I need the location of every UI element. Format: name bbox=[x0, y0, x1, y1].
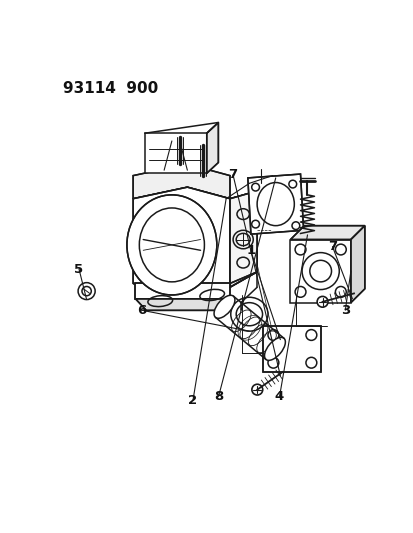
Text: 7: 7 bbox=[327, 240, 336, 253]
Text: 4: 4 bbox=[274, 390, 283, 403]
Ellipse shape bbox=[251, 384, 262, 395]
Polygon shape bbox=[247, 174, 303, 234]
Polygon shape bbox=[206, 123, 218, 173]
Text: 2: 2 bbox=[188, 394, 197, 407]
Polygon shape bbox=[230, 191, 256, 284]
Polygon shape bbox=[133, 164, 230, 199]
Text: 5: 5 bbox=[74, 263, 83, 276]
Polygon shape bbox=[290, 225, 364, 239]
Ellipse shape bbox=[214, 295, 234, 318]
Ellipse shape bbox=[230, 297, 267, 331]
Text: 7: 7 bbox=[228, 168, 237, 181]
Text: 3: 3 bbox=[340, 304, 349, 317]
Text: 93114  900: 93114 900 bbox=[62, 81, 157, 96]
Polygon shape bbox=[133, 187, 230, 303]
Polygon shape bbox=[135, 299, 240, 310]
Polygon shape bbox=[350, 225, 364, 303]
Polygon shape bbox=[230, 191, 256, 287]
Text: 1: 1 bbox=[245, 244, 255, 257]
Polygon shape bbox=[263, 326, 320, 372]
Polygon shape bbox=[135, 284, 230, 299]
Ellipse shape bbox=[127, 195, 216, 295]
Ellipse shape bbox=[316, 296, 327, 307]
Bar bbox=[145, 133, 206, 173]
Ellipse shape bbox=[78, 282, 95, 300]
Bar bbox=[290, 239, 350, 303]
Text: 6: 6 bbox=[137, 304, 146, 317]
Text: 8: 8 bbox=[214, 390, 223, 403]
Ellipse shape bbox=[264, 337, 285, 360]
